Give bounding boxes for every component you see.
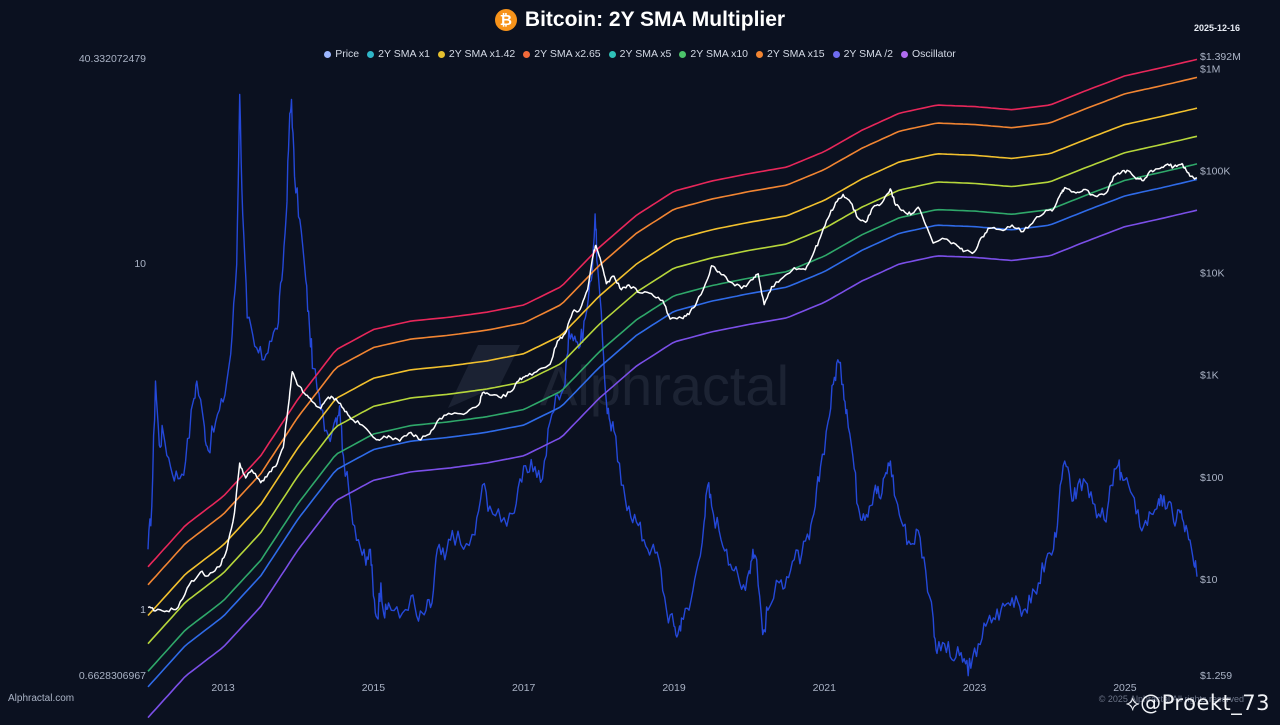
sma-x2-65-line — [147, 135, 1198, 645]
watermark-text: Alphractal — [540, 354, 789, 417]
y-right-tick-label: $1.259 — [1200, 670, 1232, 682]
legend-label: 2Y SMA x1.42 — [448, 48, 516, 61]
legend-swatch — [367, 50, 375, 58]
x-tick-label: 2025 — [1113, 682, 1137, 694]
legend-item[interactable]: 2Y SMA x5 — [608, 48, 672, 61]
y-right-tick-label: $100 — [1200, 472, 1224, 484]
oscillator-line — [147, 93, 1198, 677]
y-right-tick-label: $1.392M — [1200, 51, 1241, 63]
price-line — [147, 162, 1198, 613]
legend-swatch — [756, 50, 763, 58]
price-series — [147, 162, 1198, 613]
y-right-tick-label: $10K — [1200, 268, 1225, 280]
legend-item[interactable]: Price — [324, 48, 359, 60]
y-right-tick-label: $10 — [1200, 574, 1218, 586]
legend-item[interactable]: 2Y SMA x10 — [679, 48, 748, 60]
x-tick-label: 2023 — [963, 682, 987, 694]
y-left-tick-label: 10 — [134, 258, 146, 270]
legend-item[interactable]: Oscillator — [901, 48, 956, 60]
y-right-tick-label: $1K — [1200, 370, 1219, 382]
legend-label: 2Y SMA x5 — [619, 48, 672, 61]
legend-swatch — [523, 50, 531, 58]
legend-label: 2Y SMA /2 — [843, 48, 894, 61]
legend-item[interactable]: 2Y SMA x15 — [756, 48, 825, 60]
x-tick-label: 2021 — [813, 682, 837, 694]
x-tick-label: 2013 — [211, 682, 235, 694]
legend-swatch — [608, 50, 616, 58]
legend-label: 2Y SMA x10 — [690, 48, 748, 61]
legend-swatch — [324, 50, 332, 58]
sma-x1-42-line — [147, 163, 1198, 672]
legend-swatch — [901, 50, 909, 58]
x-tick-label: 2019 — [662, 682, 686, 694]
axes: 2013 2015 2017 2019 2021 2023 2025 40.332072479… — [79, 51, 1241, 694]
y-right-tick-label: $100K — [1200, 166, 1230, 178]
copyright-text: © 2025 Alphractal All rights reserved — [1098, 694, 1244, 704]
user-tag-label: @Proekt_73 — [1140, 691, 1270, 715]
alphractal-logo-shape — [448, 345, 520, 408]
sma-bands — [147, 58, 1198, 719]
legend-label: Oscillator — [912, 48, 956, 61]
legend-label: 2Y SMA x1 — [378, 48, 430, 61]
sma-half-line — [147, 209, 1198, 719]
sma-x1-line — [147, 178, 1198, 688]
legend-item[interactable]: 2Y SMA x1 — [367, 48, 430, 60]
legend-label: Price — [335, 48, 360, 61]
site-credit: Alphractal.com — [8, 693, 75, 704]
legend-item[interactable]: 2Y SMA /2 — [832, 48, 894, 61]
y-right-tick-label: $1M — [1200, 63, 1220, 75]
binance-square-icon: ⟡ — [1125, 691, 1141, 715]
legend-item[interactable]: 2Y SMA x1.42 — [437, 48, 516, 61]
legend: Price 2Y SMA x1 2Y SMA x1.42 2Y SMA x2.65 2Y… — [0, 48, 1280, 60]
legend-swatch — [679, 50, 687, 58]
x-tick-label: 2015 — [362, 682, 386, 694]
sma-x15-line — [147, 58, 1198, 568]
oscillator-series — [147, 93, 1198, 677]
legend-swatch — [437, 50, 445, 58]
x-tick-label: 2017 — [512, 682, 536, 694]
legend-item[interactable]: 2Y SMA x2.65 — [523, 48, 601, 61]
sma-x10-line — [147, 76, 1198, 586]
y-left-tick-label: 1 — [140, 604, 146, 616]
legend-label: 2Y SMA x15 — [767, 48, 825, 61]
sma-x5-line — [147, 107, 1198, 617]
legend-label: 2Y SMA x2.65 — [534, 48, 601, 61]
legend-swatch — [832, 50, 840, 58]
date-label: 2025-12-16 — [1193, 23, 1240, 33]
y-left-tick-label: 0.6628306967 — [79, 670, 146, 682]
alphractal-logo — [448, 345, 520, 408]
user-tag: ⟡@Proekt_73 — [1126, 691, 1270, 716]
y-left-tick-label: 40.332072479 — [79, 53, 146, 65]
